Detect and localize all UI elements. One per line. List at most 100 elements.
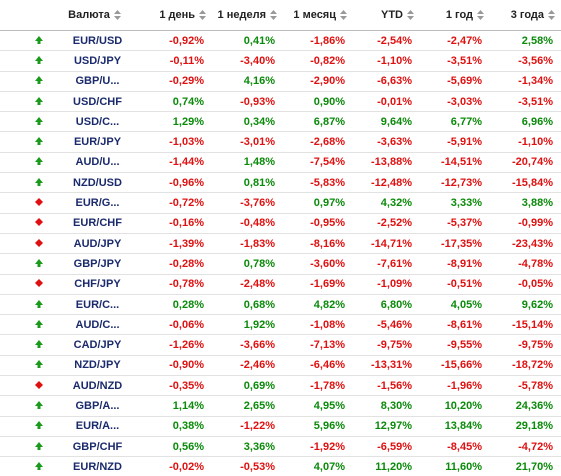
change-value: 4,07% [283,456,353,476]
sort-arrow [199,16,206,21]
trend-shape [34,279,43,288]
change-value: -0,51% [420,274,490,295]
trend-shape [34,198,43,207]
change-value: -0,78% [130,274,212,295]
change-value: -7,61% [353,253,420,275]
change-value: 1,29% [130,111,212,133]
column-header[interactable]: 1 месяц [283,0,353,31]
change-value: 6,87% [283,111,353,133]
trend-icon [34,218,43,227]
column-header-text: YTD [381,9,403,21]
change-value: 4,05% [420,294,490,316]
column-header[interactable]: 1 неделя [212,0,283,31]
change-value: -2,48% [212,274,283,295]
trend-shape [34,360,43,369]
trend-icon [34,76,43,85]
trend-icon [34,380,43,389]
table-row: USD/C... 1,29% 0,34% 6,87% 9,64% 6,77% 6,96% [0,111,561,133]
change-value: -1,83% [212,233,283,255]
change-value: 0,34% [212,111,283,133]
currency-pair: EUR/CHF [65,213,130,234]
table-row: CHF/JPY -0,78% -2,48% -1,69% -1,09% -0,51% -0,… [0,274,561,295]
change-value: -8,45% [420,436,490,458]
change-value: 10,20% [420,395,490,417]
change-value: -0,72% [130,192,212,214]
change-value: -15,14% [490,314,561,336]
column-header[interactable]: 1 день [130,0,212,31]
currency-pair: USD/CHF [65,91,130,113]
currency-pair: USD/JPY [65,50,130,72]
column-header[interactable]: Валюта [65,0,130,31]
trend-shape [34,55,43,64]
change-value: -1,09% [353,274,420,295]
change-value: 0,97% [283,192,353,214]
column-header[interactable]: YTD [353,0,420,31]
trend-icon-cell [0,233,65,255]
trend-icon [34,137,43,146]
change-value: -3,01% [212,131,283,153]
currency-pair: EUR/G... [65,192,130,214]
change-value: -5,69% [420,71,490,92]
currency-pair: CHF/JPY [65,274,130,295]
trend-icon [34,299,43,308]
change-value: 0,28% [130,294,212,316]
change-value: 6,96% [490,111,561,133]
table-row: EUR/A... 0,38% -1,22% 5,96% 12,97% 13,84% 29,1… [0,416,561,437]
trend-icon-cell [0,172,65,194]
change-value: -2,52% [353,213,420,234]
change-value: 29,18% [490,416,561,437]
trend-icon-cell [0,152,65,174]
currency-pair: EUR/C... [65,294,130,316]
trend-icon [34,400,43,409]
currency-pair: EUR/A... [65,416,130,437]
trend-icon-cell [0,50,65,72]
table-row: EUR/NZD -0,02% -0,53% 4,07% 11,20% 11,60% 21,7… [0,456,561,476]
column-header[interactable]: 3 года [490,0,561,31]
change-value: 9,64% [353,111,420,133]
change-value: 5,96% [283,416,353,437]
trend-icon-cell [0,253,65,275]
sort-icon [270,10,277,21]
trend-icon-cell [0,355,65,377]
change-value: -0,35% [130,375,212,397]
change-value: -5,46% [353,314,420,336]
change-value: -5,78% [490,375,561,397]
change-value: -8,61% [420,314,490,336]
trend-shape [34,35,43,44]
sort-icon [407,10,414,21]
currency-pair: USD/C... [65,111,130,133]
currency-pair: AUD/NZD [65,375,130,397]
change-value: -0,16% [130,213,212,234]
change-value: -5,91% [420,131,490,153]
change-value: 2,58% [490,30,561,52]
table-row: AUD/JPY -1,39% -1,83% -8,16% -14,71% -17,35% -… [0,233,561,255]
currency-pair: CAD/JPY [65,334,130,356]
change-value: -14,51% [420,152,490,174]
change-value: -1,10% [353,50,420,72]
change-value: -4,78% [490,253,561,275]
trend-icon-cell [0,416,65,437]
trend-icon-cell [0,375,65,397]
table-row: CAD/JPY -1,26% -3,66% -7,13% -9,75% -9,55% -9,… [0,334,561,356]
trend-shape [34,319,43,328]
column-header-text: 1 год [445,9,473,21]
change-value: 4,32% [353,192,420,214]
change-value: -0,29% [130,71,212,92]
change-value: 13,84% [420,416,490,437]
trend-icon [34,198,43,207]
trend-icon-cell [0,71,65,92]
trend-icon [34,55,43,64]
change-value: -2,47% [420,30,490,52]
change-value: 21,70% [490,456,561,476]
trend-shape [34,137,43,146]
column-header[interactable]: 1 год [420,0,490,31]
change-value: 0,69% [212,375,283,397]
table-row: EUR/CHF -0,16% -0,48% -0,95% -2,52% -5,37% -0,… [0,213,561,234]
change-value: 1,92% [212,314,283,336]
trend-icon-cell [0,274,65,295]
change-value: -6,63% [353,71,420,92]
trend-icon-cell [0,192,65,214]
column-header-text: 1 день [159,9,195,21]
trend-shape [34,461,43,470]
